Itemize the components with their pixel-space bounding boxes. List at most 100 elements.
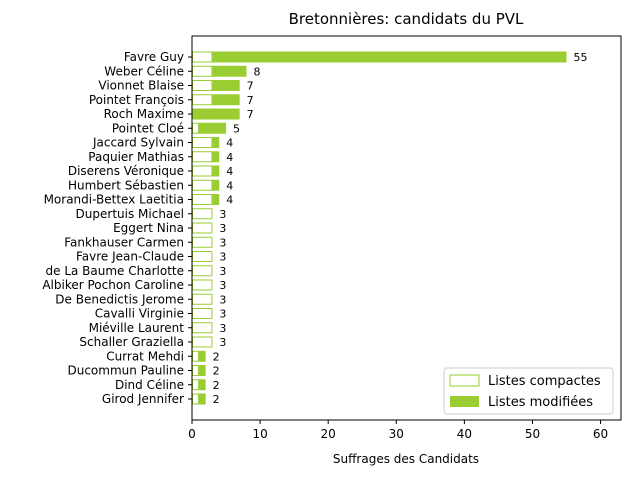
plot-frame [191, 35, 622, 421]
bar-compactes [192, 151, 213, 163]
y-tick-label: Morandi-Bettex Laetitia [44, 193, 184, 207]
data-label: 2 [213, 365, 220, 378]
bar-modifiees [198, 122, 227, 134]
y-tick-label: Dupertuis Michael [76, 207, 184, 221]
x-tick-label: 20 [321, 427, 336, 441]
legend: Listes compactes Listes modifiées [443, 367, 614, 415]
bar-modifiees [212, 51, 567, 63]
bars-layer [192, 51, 567, 405]
data-label: 4 [226, 137, 233, 150]
data-label: 3 [219, 265, 226, 278]
y-tick-label: Currat Mehdi [106, 349, 184, 363]
y-tick-label: Diserens Véronique [68, 164, 184, 178]
labels-layer: Favre Guy 55 Weber Céline 8 Vionnet Blaise 7 P… [42, 50, 587, 406]
data-label: 4 [226, 179, 233, 192]
data-label: 4 [226, 165, 233, 178]
data-label: 2 [213, 379, 220, 392]
bar-modifiees [212, 65, 247, 77]
y-tick-label: Girod Jennifer [102, 392, 184, 406]
data-label: 3 [219, 322, 226, 335]
data-label: 3 [219, 222, 226, 235]
y-tick-label: De Benedictis Jerome [55, 292, 184, 306]
data-label: 3 [219, 336, 226, 349]
y-tick-label: Jaccard Sylvain [92, 136, 184, 150]
bar-compactes [192, 80, 213, 91]
y-tick-label: Roch Maxime [104, 107, 184, 121]
bar-compactes [192, 393, 199, 405]
x-tick-label: 10 [252, 427, 267, 441]
legend-frame [443, 367, 614, 415]
y-tick-label: Ducommun Pauline [67, 364, 184, 378]
bar-modifiees [212, 137, 220, 148]
y-tick-label: Paquier Mathias [88, 150, 184, 164]
data-label: 55 [574, 51, 588, 64]
bar-compactes [192, 122, 199, 134]
bar-compactes [192, 179, 213, 191]
bar-compactes [192, 208, 213, 220]
bar-modifiees [212, 151, 220, 163]
y-tick-label: Schaller Graziella [79, 335, 184, 349]
bar-compactes [192, 222, 213, 234]
y-tick-label: Eggert Nina [113, 221, 184, 235]
x-tick-label: 40 [457, 427, 472, 441]
bar-compactes [192, 336, 213, 348]
bar-compactes [192, 293, 213, 305]
bar-compactes [192, 350, 199, 362]
bar-compactes [192, 94, 213, 106]
chart-title: Bretonnières: candidats du PVL [289, 10, 524, 28]
bar-compactes [192, 251, 213, 262]
bar-compactes [192, 308, 213, 319]
bar-modifiees [198, 393, 206, 405]
legend-label-compactes: Listes compactes [488, 374, 601, 389]
x-axis-label: Suffrages des Candidats [333, 452, 479, 466]
y-tick-label: Favre Guy [124, 50, 184, 64]
data-label: 4 [226, 151, 233, 164]
bar-modifiees [212, 165, 220, 177]
data-label: 7 [247, 80, 254, 93]
x-tick-label: 30 [389, 427, 404, 441]
bar-modifiees [192, 108, 240, 120]
data-label: 3 [219, 279, 226, 292]
data-label: 3 [219, 251, 226, 264]
data-label: 3 [219, 293, 226, 306]
bar-compactes [192, 379, 199, 391]
data-label: 5 [233, 122, 240, 135]
bar-modifiees [212, 179, 220, 191]
legend-swatch-compactes [449, 374, 480, 387]
y-tick-label: Cavalli Virginie [95, 307, 184, 321]
bar-compactes [192, 265, 213, 277]
x-tick-label: 0 [188, 427, 196, 441]
y-tick-label: Pointet Cloé [112, 121, 184, 135]
y-tick-label: Humbert Sébastien [68, 178, 184, 192]
bar-modifiees [212, 94, 240, 106]
data-label: 4 [226, 194, 233, 207]
bar-compactes [192, 365, 199, 376]
data-label: 2 [213, 350, 220, 363]
data-label: 3 [219, 236, 226, 249]
data-label: 3 [219, 308, 226, 321]
y-tick-label: Fankhauser Carmen [64, 235, 184, 249]
data-label: 7 [247, 94, 254, 107]
bar-compactes [192, 165, 213, 177]
legend-label-modifiees: Listes modifiées [488, 395, 593, 410]
x-tick-label: 60 [593, 427, 608, 441]
legend-swatch-modifiees [450, 396, 479, 407]
y-tick-label: Pointet François [89, 93, 184, 107]
bar-compactes [192, 279, 213, 291]
bar-modifiees [212, 194, 220, 205]
bar-modifiees [198, 350, 206, 362]
x-tick-label: 50 [525, 427, 540, 441]
data-label: 7 [247, 108, 254, 121]
y-tick-label: Dind Céline [115, 378, 184, 392]
bar-compactes [192, 65, 213, 77]
bar-modifiees [198, 379, 206, 391]
y-tick-label: Favre Jean-Claude [76, 250, 184, 264]
y-tick-label: Miéville Laurent [89, 321, 185, 335]
bar-modifiees [212, 80, 240, 91]
data-label: 8 [253, 65, 260, 78]
bar-modifiees [198, 365, 206, 376]
bar-compactes [192, 51, 213, 63]
y-tick-label: Vionnet Blaise [98, 79, 184, 93]
bar-compactes [192, 236, 213, 248]
